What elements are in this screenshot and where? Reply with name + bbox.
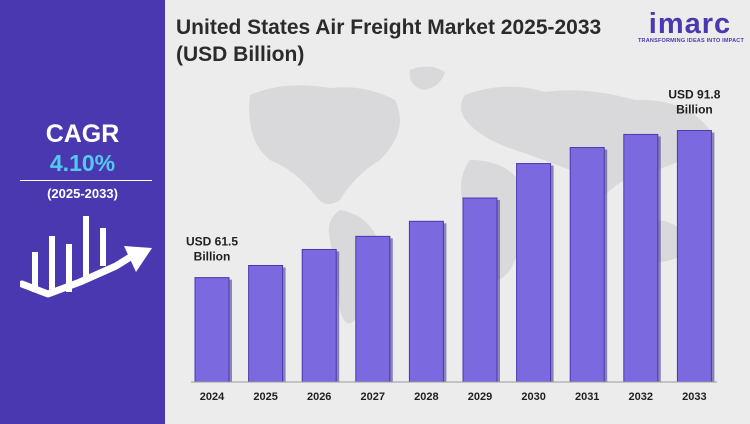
bars-layer bbox=[194, 130, 715, 383]
chart-title: United States Air Freight Market 2025-20… bbox=[176, 16, 602, 66]
x-tick-label: 2024 bbox=[200, 391, 225, 403]
cagr-period: (2025-2033) bbox=[47, 186, 118, 201]
data-label-value: USD 61.5 bbox=[186, 235, 238, 249]
data-label-unit: Billion bbox=[676, 103, 713, 117]
bar-2027 bbox=[355, 235, 391, 383]
brand-logo: imarc TRANSFORMING IDEAS INTO IMPACT bbox=[638, 8, 745, 44]
data-label-unit: Billion bbox=[194, 250, 231, 264]
bar-2025 bbox=[248, 264, 284, 383]
cagr-label: CAGR bbox=[45, 120, 120, 148]
x-tick-label: 2033 bbox=[682, 391, 706, 403]
x-tick-label: 2028 bbox=[414, 391, 438, 403]
bar-2026 bbox=[301, 248, 337, 383]
x-tick-label: 2031 bbox=[575, 391, 599, 403]
cagr-panel: CAGR 4.10% (2025-2033) bbox=[0, 0, 165, 424]
bar-2031 bbox=[569, 147, 605, 383]
bar-2024 bbox=[194, 277, 230, 383]
bar-2033 bbox=[676, 130, 712, 383]
bar-chart: 2024 2025 2026 2027 2028 2029 2030 2031 2032 2033… bbox=[186, 88, 721, 403]
bar-2029 bbox=[462, 197, 498, 383]
bar-2032 bbox=[623, 133, 659, 383]
brand-name: imarc bbox=[648, 8, 732, 40]
cagr-value: 4.10% bbox=[49, 150, 116, 176]
x-axis: 2024 2025 2026 2027 2028 2029 2030 2031 2032 2033 bbox=[191, 381, 717, 403]
x-tick-label: 2032 bbox=[629, 391, 653, 403]
data-label-value: USD 91.8 bbox=[668, 88, 720, 102]
x-tick-label: 2027 bbox=[361, 391, 385, 403]
x-tick-label: 2026 bbox=[307, 391, 331, 403]
x-tick-label: 2030 bbox=[521, 391, 545, 403]
x-tick-label: 2029 bbox=[468, 391, 492, 403]
growth-chart-arrow-icon bbox=[20, 216, 152, 298]
cagr-divider bbox=[20, 180, 152, 181]
x-tick-label: 2025 bbox=[253, 391, 277, 403]
bar-2028 bbox=[408, 220, 444, 383]
brand-tagline: TRANSFORMING IDEAS INTO IMPACT bbox=[638, 38, 745, 44]
bar-2030 bbox=[516, 163, 552, 383]
